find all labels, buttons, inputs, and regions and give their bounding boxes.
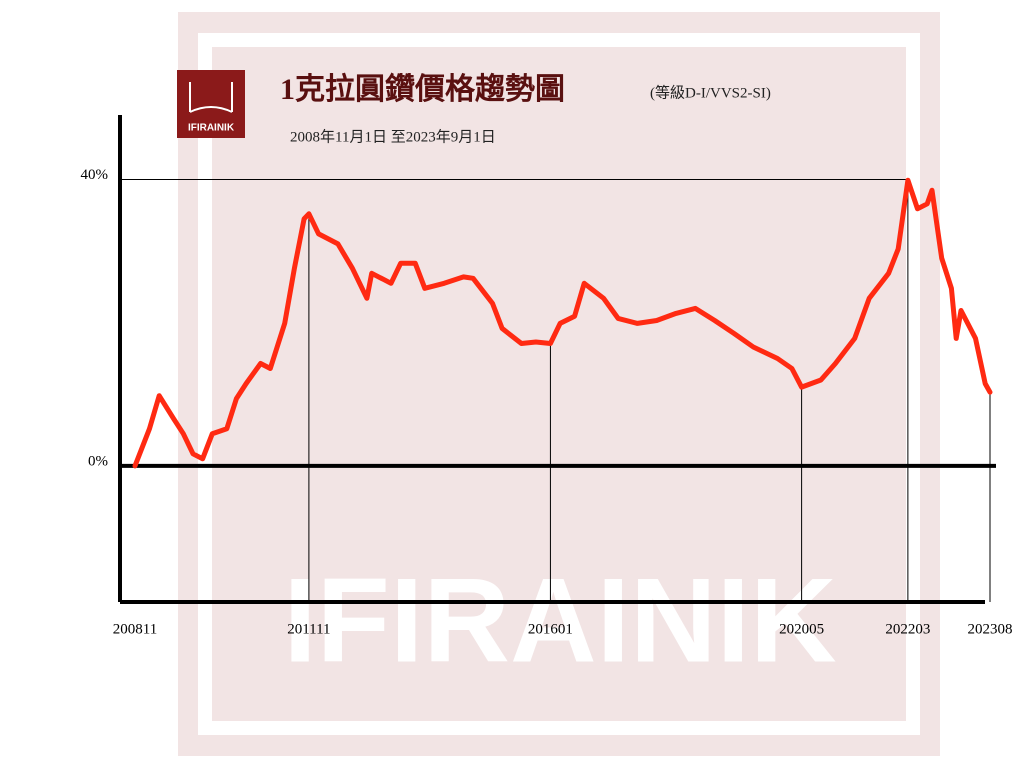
x-tick-label: 202203 (885, 621, 930, 637)
chart-title: 1克拉圓鑽價格趨勢圖 (280, 72, 565, 106)
x-tick-label: 202005 (779, 621, 824, 637)
logo-mark (189, 82, 233, 113)
logo-box (177, 70, 245, 138)
period: 2008年11月1日 至2023年9月1日 (290, 128, 496, 145)
price-line (132, 177, 993, 469)
chart-subtitle: (等級D-I/VVS2-SI) (650, 83, 771, 101)
watermark-frame (198, 33, 920, 735)
x-tick-label: 201111 (287, 621, 330, 637)
y-tick-label: 40% (81, 167, 109, 183)
watermark: IFIRAINIK (283, 554, 836, 688)
x-tick-label: 201601 (528, 621, 573, 637)
y-tick-label: 0% (88, 453, 108, 469)
logo-text: IFIRAINIK (188, 123, 235, 134)
x-tick-label: 202308 (968, 621, 1013, 637)
x-tick-label: 200811 (113, 621, 157, 637)
